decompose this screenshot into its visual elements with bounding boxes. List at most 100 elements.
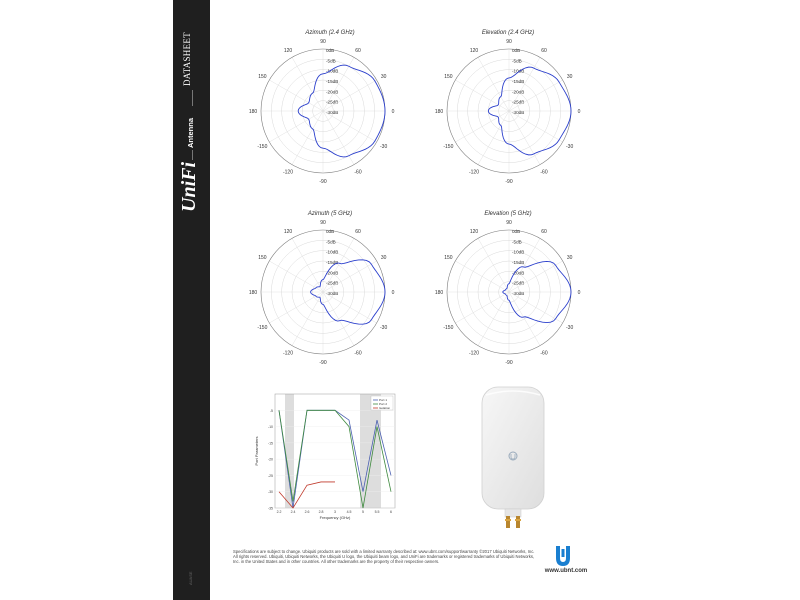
angle-label: -30 bbox=[380, 144, 387, 150]
polar-spoke bbox=[269, 110, 324, 143]
ring-label: -15dB bbox=[512, 260, 524, 265]
angle-label: -90 bbox=[319, 179, 326, 185]
angle-label: 180 bbox=[435, 290, 444, 296]
angle-label: 180 bbox=[249, 290, 258, 296]
angle-label: 90 bbox=[320, 220, 326, 226]
port-parameters-chart: -5 -10 -15 -20 -25 -30 -35 2.2 2.4 2.6 2.8 3 4.5 5 5.5… bbox=[253, 388, 411, 523]
polar-spoke bbox=[322, 79, 377, 112]
angle-label: -30 bbox=[380, 325, 387, 331]
angle-label: -60 bbox=[540, 169, 547, 175]
x-tick-label: 5.5 bbox=[375, 510, 380, 514]
polar-spoke bbox=[322, 260, 377, 293]
polar-spoke bbox=[477, 291, 510, 346]
polar-spoke bbox=[269, 291, 324, 324]
ring-label: -5dB bbox=[512, 239, 522, 244]
angle-label: 90 bbox=[506, 220, 512, 226]
frequency-band-shade bbox=[285, 394, 294, 508]
ring-label: -15dB bbox=[326, 79, 338, 84]
polar-spoke bbox=[322, 291, 377, 324]
angle-label: -120 bbox=[469, 350, 479, 356]
angle-label: -120 bbox=[469, 169, 479, 175]
angle-label: 60 bbox=[541, 229, 547, 235]
angle-label: -120 bbox=[283, 169, 293, 175]
radiation-pattern-line bbox=[297, 64, 386, 158]
angle-label: 120 bbox=[470, 48, 479, 54]
polar-spoke bbox=[455, 260, 510, 293]
x-tick-label: 4.5 bbox=[347, 510, 352, 514]
polar-spoke bbox=[508, 110, 563, 143]
polar-title: Elevation (5 GHz) bbox=[484, 211, 532, 217]
angle-label: -150 bbox=[443, 325, 453, 331]
ring-label: -20dB bbox=[326, 89, 338, 94]
polar-spoke bbox=[508, 291, 541, 346]
y-tick-label: -5 bbox=[270, 409, 273, 413]
ring-label: -25dB bbox=[512, 100, 524, 105]
legend-entry: Port 2 bbox=[379, 402, 387, 406]
angle-label: 60 bbox=[355, 229, 361, 235]
polar-title: Azimuth (2.4 GHz) bbox=[305, 30, 355, 36]
sidebar-divider bbox=[192, 90, 193, 106]
rf-connector bbox=[515, 516, 521, 528]
ring-label: -20dB bbox=[512, 270, 524, 275]
x-tick-label: 2.4 bbox=[291, 510, 296, 514]
ring-label: -25dB bbox=[512, 281, 524, 286]
angle-label: -150 bbox=[257, 325, 267, 331]
ring-label: -25dB bbox=[326, 281, 338, 286]
y-axis-label: Port Parameters bbox=[254, 436, 259, 465]
angle-label: 120 bbox=[470, 229, 479, 235]
ring-label: -30dB bbox=[326, 110, 338, 115]
ring-label: -10dB bbox=[326, 69, 338, 74]
angle-label: -90 bbox=[505, 179, 512, 185]
angle-label: 60 bbox=[541, 48, 547, 54]
ring-label: -30dB bbox=[512, 291, 524, 296]
angle-label: -30 bbox=[566, 144, 573, 150]
polar-title: Elevation (2.4 GHz) bbox=[481, 30, 535, 36]
polar-spoke bbox=[269, 260, 324, 293]
ring-label: -10dB bbox=[512, 69, 524, 74]
ring-label: -10dB bbox=[326, 250, 338, 255]
ring-label: -5dB bbox=[326, 239, 336, 244]
x-tick-label: 3 bbox=[334, 510, 336, 514]
x-tick-label: 2.6 bbox=[305, 510, 310, 514]
polar-spoke bbox=[508, 79, 563, 112]
product-image bbox=[481, 386, 545, 528]
polar-spoke bbox=[477, 110, 510, 165]
website-url[interactable]: www.ubnt.com bbox=[544, 568, 588, 574]
ubiquiti-logo bbox=[556, 546, 570, 566]
ring-label: -15dB bbox=[326, 260, 338, 265]
polar-spoke bbox=[508, 260, 563, 293]
polar-spoke bbox=[291, 238, 324, 293]
ring-label: -20dB bbox=[512, 89, 524, 94]
angle-label: -90 bbox=[505, 360, 512, 366]
ring-label: 0dB bbox=[512, 48, 520, 53]
polar-spoke bbox=[291, 57, 324, 112]
ring-label: -25dB bbox=[326, 100, 338, 105]
polar-spoke bbox=[322, 291, 355, 346]
ring-label: -30dB bbox=[512, 110, 524, 115]
angle-label: 120 bbox=[284, 229, 293, 235]
polar-chart: 0dB -5dB -10dB -15dB -20dB -25dB -30dB 90 60 30 0 -… bbox=[249, 39, 395, 185]
y-tick-label: -35 bbox=[268, 507, 273, 511]
x-axis-label: Frequency (GHz) bbox=[320, 515, 351, 520]
legend-entry: Isolation bbox=[379, 406, 391, 410]
angle-label: 60 bbox=[355, 48, 361, 54]
ring-label: 0dB bbox=[512, 229, 520, 234]
series-line bbox=[278, 409, 392, 509]
x-tick-label: 5 bbox=[362, 510, 364, 514]
polar-chart: 0dB -5dB -10dB -15dB -20dB -25dB -30dB 90 60 30 0 -… bbox=[249, 220, 395, 366]
ring-label: -30dB bbox=[326, 291, 338, 296]
ring-label: -5dB bbox=[326, 58, 336, 63]
radiation-pattern-line bbox=[310, 259, 386, 325]
polar-spoke bbox=[322, 238, 355, 293]
ring-label: 0dB bbox=[326, 229, 334, 234]
legend-entry: Port 1 bbox=[379, 398, 387, 402]
angle-label: 30 bbox=[567, 255, 573, 261]
angle-label: 0 bbox=[578, 109, 581, 115]
datasheet-page: DATASHEET Antenna UniFi AUASE Azimuth (2… bbox=[173, 0, 627, 600]
polar-spoke bbox=[477, 57, 510, 112]
angle-label: -60 bbox=[540, 350, 547, 356]
polar-spoke bbox=[455, 291, 510, 324]
ring-label: -20dB bbox=[326, 270, 338, 275]
angle-label: 180 bbox=[249, 109, 258, 115]
ring-label: -10dB bbox=[512, 250, 524, 255]
